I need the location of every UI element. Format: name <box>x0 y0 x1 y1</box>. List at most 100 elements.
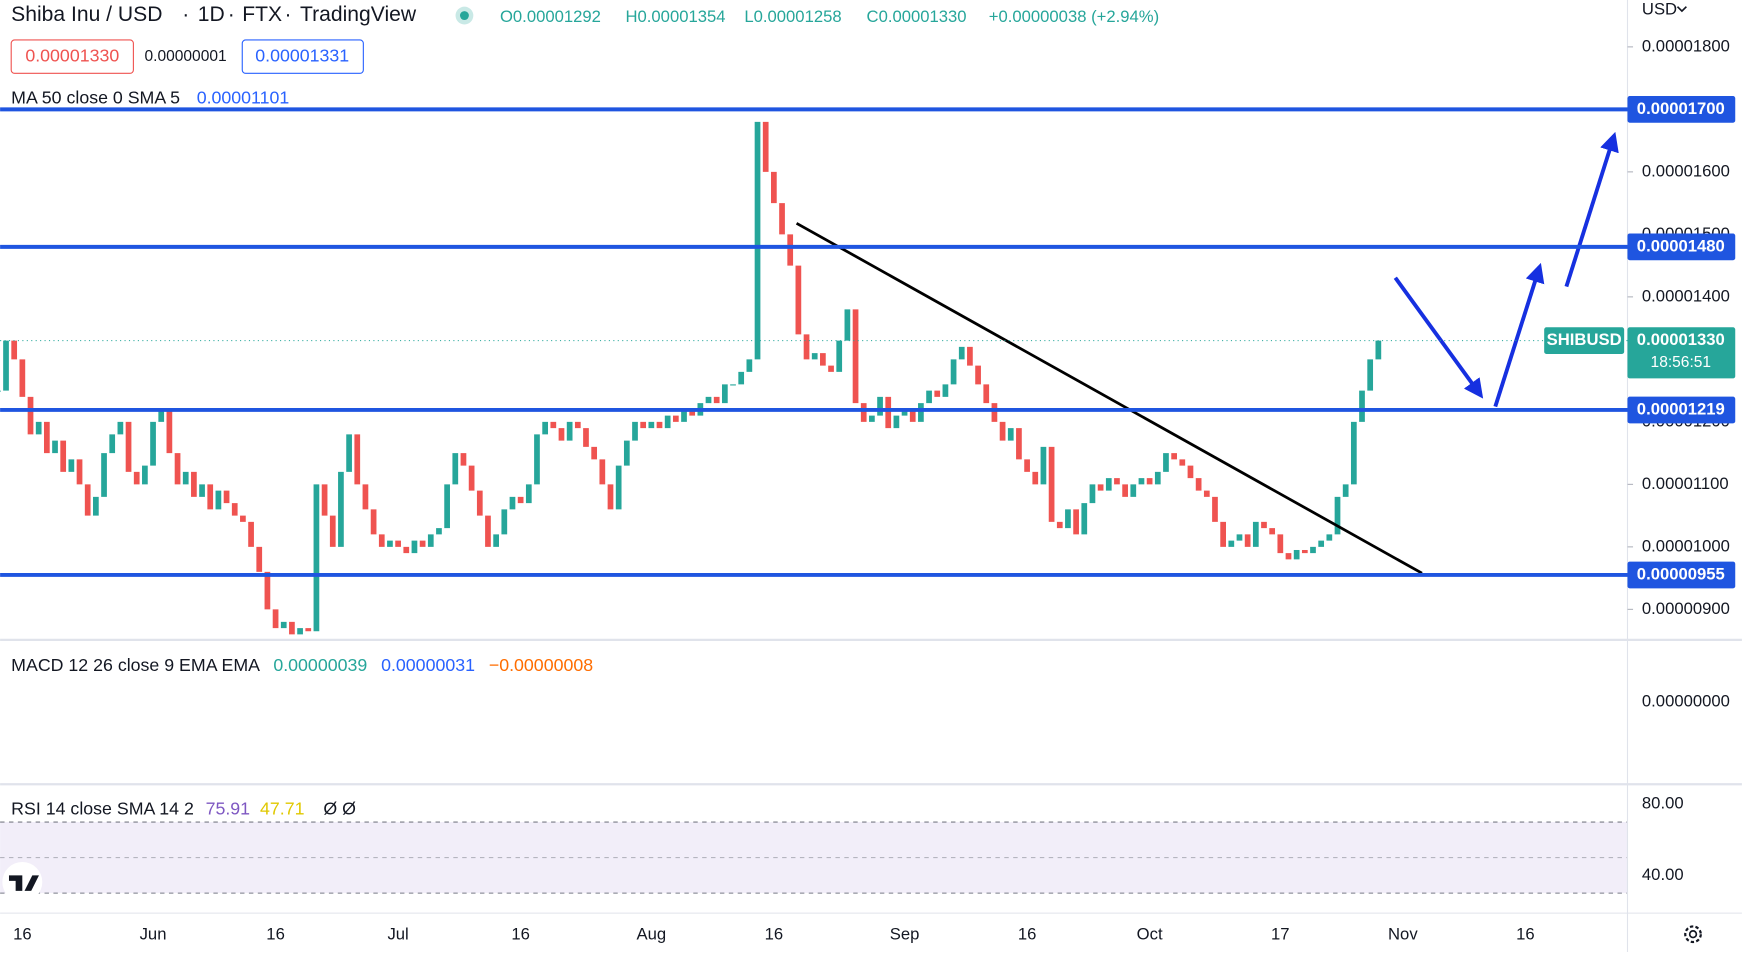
x-tick-label: Oct <box>1137 925 1163 944</box>
ma-value: 0.00001101 <box>197 88 290 108</box>
candle-body <box>1285 553 1292 560</box>
x-tick-label: 16 <box>1018 925 1037 944</box>
candle-body <box>615 465 622 510</box>
candle-body <box>762 121 769 172</box>
candle-body <box>591 446 598 460</box>
level-label: 0.00001219 <box>1637 399 1725 418</box>
separator: · <box>284 3 291 26</box>
candle-body <box>1154 471 1161 485</box>
candle-body <box>1089 484 1096 504</box>
source: TradingView <box>300 3 417 26</box>
candle-body <box>1048 446 1055 522</box>
candle-body <box>893 415 900 429</box>
candle-body <box>901 409 908 416</box>
candle-body <box>133 471 140 485</box>
candle-body <box>1350 421 1357 485</box>
candle-body <box>525 484 532 504</box>
sell-price[interactable]: 0.00001330 <box>25 45 119 65</box>
x-tick-label: 16 <box>266 925 285 944</box>
candle-body <box>681 409 687 422</box>
rsi-label: RSI 14 close SMA 14 2 <box>11 798 194 818</box>
ohlc-low: L0.00001258 <box>744 7 841 26</box>
candle-body <box>256 546 263 572</box>
candle-body <box>1375 340 1382 360</box>
candle-body <box>713 396 720 404</box>
candle-body <box>509 496 516 510</box>
candle-body <box>877 396 883 416</box>
candle-body <box>844 309 851 341</box>
candle-body <box>444 484 450 529</box>
last-price-bg <box>1627 327 1736 379</box>
candle-body <box>926 390 932 404</box>
candle-body <box>574 421 581 429</box>
candle-body <box>1065 509 1071 529</box>
candle-body <box>436 528 442 535</box>
y-tick-label: 0.00001800 <box>1642 36 1730 55</box>
candle-body <box>664 415 671 429</box>
candle-body <box>60 440 67 472</box>
candle-body <box>1163 453 1169 472</box>
candle-body <box>240 515 246 522</box>
countdown: 18:56:51 <box>1651 354 1712 371</box>
candle-body <box>476 490 483 516</box>
candle-body <box>1073 509 1079 535</box>
candle-body <box>632 421 638 441</box>
candle-body <box>779 203 785 235</box>
candle-body <box>1097 484 1104 491</box>
candle-body <box>1212 496 1218 522</box>
candle-body <box>354 434 361 485</box>
rsi-band <box>0 822 1628 894</box>
candle-body <box>427 534 434 547</box>
candle-body <box>534 434 540 485</box>
candle-body <box>191 471 197 497</box>
candle-body <box>117 421 124 435</box>
x-tick-label: 16 <box>511 925 530 944</box>
candle-body <box>166 409 173 454</box>
candle-body <box>754 121 761 360</box>
candle-body <box>860 403 867 422</box>
candle-body <box>542 421 549 435</box>
candle-body <box>934 390 941 397</box>
candle-body <box>1024 459 1030 472</box>
candle-body <box>811 353 818 360</box>
candle-body <box>313 484 320 632</box>
candle-body <box>672 415 679 422</box>
buy-button[interactable] <box>241 39 364 74</box>
x-tick-label: Aug <box>637 925 667 944</box>
candle-body <box>1359 390 1365 422</box>
rsi-value: 75.91 <box>206 798 251 818</box>
x-tick-label: Nov <box>1388 925 1418 944</box>
trend-line <box>795 222 1423 575</box>
currency[interactable]: USD <box>1642 0 1677 18</box>
buy-price[interactable]: 0.00001331 <box>255 45 349 65</box>
candle-body <box>1220 521 1227 547</box>
candle-body <box>182 471 189 485</box>
candle-body <box>583 428 589 447</box>
candle-body <box>223 490 230 504</box>
candle-body <box>207 484 214 510</box>
candle-body <box>1367 359 1374 391</box>
separator: · <box>182 3 189 26</box>
x-tick-label: 16 <box>1516 925 1535 944</box>
candle-body <box>599 459 606 485</box>
candle-body <box>1114 478 1120 485</box>
x-tick-label: 17 <box>1271 925 1290 944</box>
candle-body <box>27 396 34 435</box>
candle-body <box>738 371 745 385</box>
candle-body <box>84 484 91 516</box>
settings-icon[interactable] <box>1684 925 1702 944</box>
currency-caret[interactable] <box>1676 6 1687 13</box>
candle-body <box>346 434 352 472</box>
candle-body <box>771 171 777 204</box>
symbol-tag-label: SHIBUSD <box>1547 330 1622 349</box>
candle-body <box>395 540 401 547</box>
y-tick-label: 0.00000900 <box>1642 599 1730 618</box>
candle-body <box>656 421 663 429</box>
sell-button[interactable] <box>10 39 134 74</box>
candle-body <box>1146 478 1153 485</box>
candle-body <box>795 265 802 335</box>
candle-body <box>1179 459 1186 466</box>
candle-body <box>967 346 973 366</box>
candle-body <box>109 434 116 454</box>
